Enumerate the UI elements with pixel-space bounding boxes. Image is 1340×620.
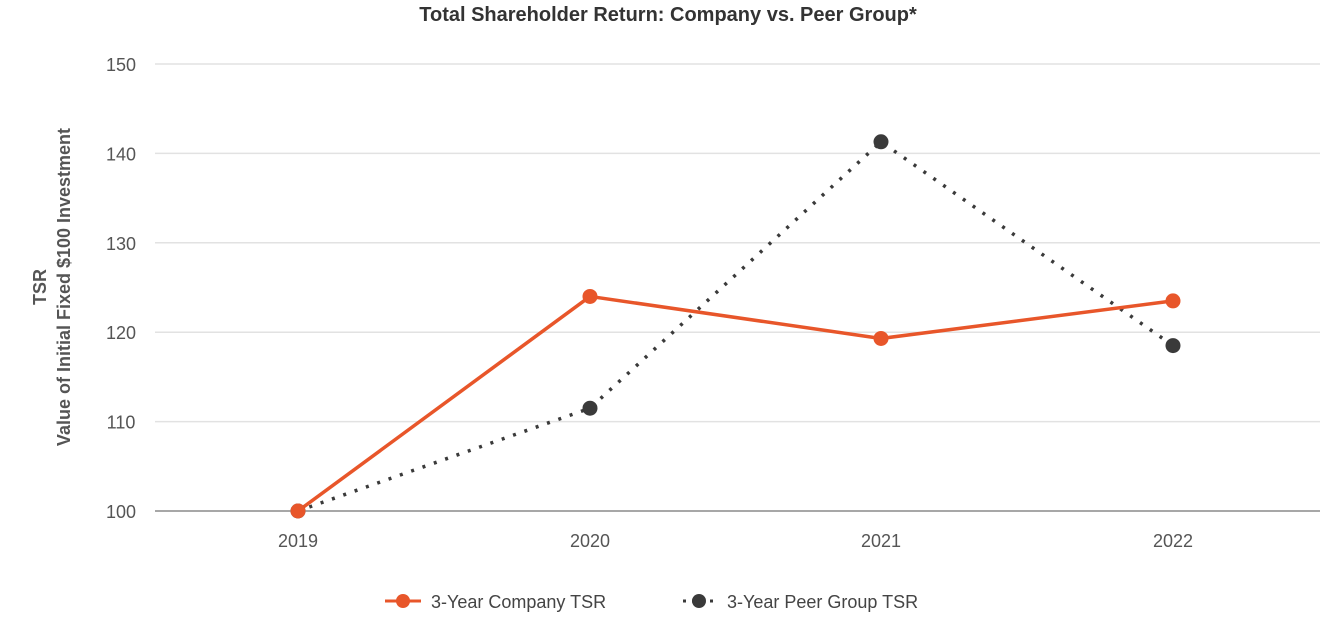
legend-peer-marker	[692, 594, 706, 608]
data-point-company-2022	[1165, 293, 1181, 309]
y-tick-label-100: 100	[106, 502, 136, 522]
y-tick-labels: 100 110 120 130 140 150	[106, 55, 136, 522]
x-tick-label-2020: 2020	[570, 531, 610, 551]
data-point-company-2021	[873, 330, 889, 346]
series-line-company	[296, 294, 1174, 513]
data-point-peer-2021	[873, 134, 889, 150]
y-tick-label-150: 150	[106, 55, 136, 75]
y-axis-label-line2: Value of Initial Fixed $100 Investment	[54, 128, 74, 446]
legend: 3-Year Company TSR 3-Year Peer Group TSR	[385, 592, 918, 612]
x-tick-label-2021: 2021	[861, 531, 901, 551]
y-axis-label-line1: TSR	[30, 269, 50, 305]
series-layer	[290, 134, 1181, 519]
legend-peer-label: 3-Year Peer Group TSR	[727, 592, 918, 612]
data-point-peer-2020	[582, 400, 598, 416]
data-point-company-2020	[582, 288, 598, 304]
x-tick-labels: 2019 2020 2021 2022	[278, 531, 1193, 551]
y-tick-label-110: 110	[107, 413, 136, 433]
y-tick-label-130: 130	[106, 234, 136, 254]
legend-item-company[interactable]: 3-Year Company TSR	[385, 592, 606, 612]
x-tick-label-2022: 2022	[1153, 531, 1193, 551]
y-tick-label-120: 120	[106, 323, 136, 343]
y-tick-label-140: 140	[106, 144, 136, 164]
y-axis-label: TSR Value of Initial Fixed $100 Investme…	[30, 128, 74, 446]
legend-company-marker	[396, 594, 410, 608]
data-point-peer-2022	[1165, 338, 1181, 354]
x-tick-label-2019: 2019	[278, 531, 318, 551]
data-point-company-2019	[290, 503, 306, 519]
legend-company-label: 3-Year Company TSR	[431, 592, 606, 612]
series-line-peer	[297, 140, 1175, 513]
grid-lines	[155, 63, 1320, 512]
legend-item-peer[interactable]: 3-Year Peer Group TSR	[683, 592, 918, 612]
chart-title: Total Shareholder Return: Company vs. Pe…	[419, 4, 917, 26]
